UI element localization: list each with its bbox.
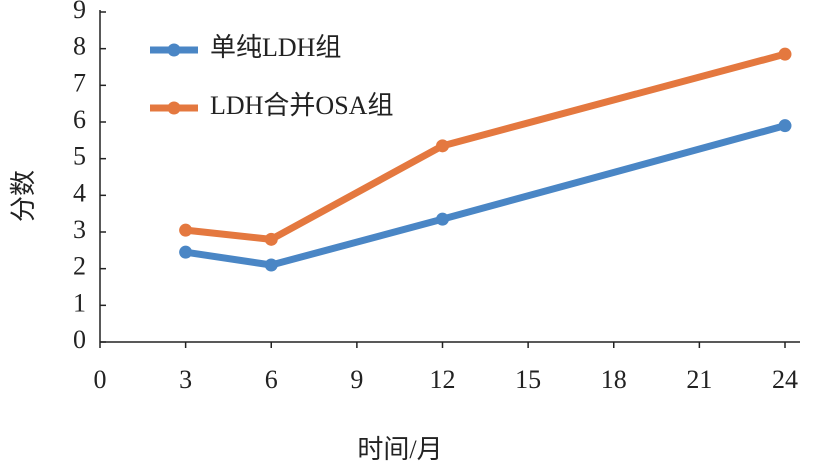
y-tick-label: 2: [73, 252, 86, 281]
x-tick-label: 6: [265, 365, 278, 394]
x-tick-label: 24: [772, 365, 798, 394]
series-line: [185, 122, 786, 269]
x-tick-label: 21: [686, 365, 712, 394]
data-point: [264, 232, 278, 246]
series-line: [185, 50, 786, 243]
y-tick-label: 4: [73, 178, 86, 207]
x-tick-label: 18: [601, 365, 627, 394]
legend-marker: [167, 101, 181, 115]
y-tick-label: 7: [73, 68, 86, 97]
data-point: [436, 139, 449, 153]
x-tick-label: 15: [515, 365, 541, 394]
y-tick-label: 5: [73, 142, 86, 171]
x-axis-label: 时间/月: [357, 435, 442, 464]
y-tick-label: 9: [73, 0, 86, 24]
data-point: [436, 212, 449, 226]
data-point: [778, 119, 792, 133]
y-tick-label: 3: [73, 215, 86, 244]
x-tick-label: 9: [350, 365, 363, 394]
data-point: [778, 47, 792, 61]
data-point: [264, 258, 278, 272]
data-point: [179, 223, 193, 237]
y-tick-label: 0: [73, 325, 86, 354]
legend-label: 单纯LDH组: [210, 33, 341, 62]
x-tick-label: 3: [179, 365, 192, 394]
y-tick-label: 1: [73, 288, 86, 317]
y-axis-label: 分数: [9, 170, 38, 222]
y-tick-label: 8: [73, 32, 86, 61]
data-point: [179, 245, 193, 259]
y-tick-label: 6: [73, 105, 86, 134]
x-tick-label: 0: [94, 365, 107, 394]
x-tick-label: 12: [430, 365, 456, 394]
legend-label: LDH合并OSA组: [210, 91, 393, 120]
legend-marker: [167, 43, 181, 57]
